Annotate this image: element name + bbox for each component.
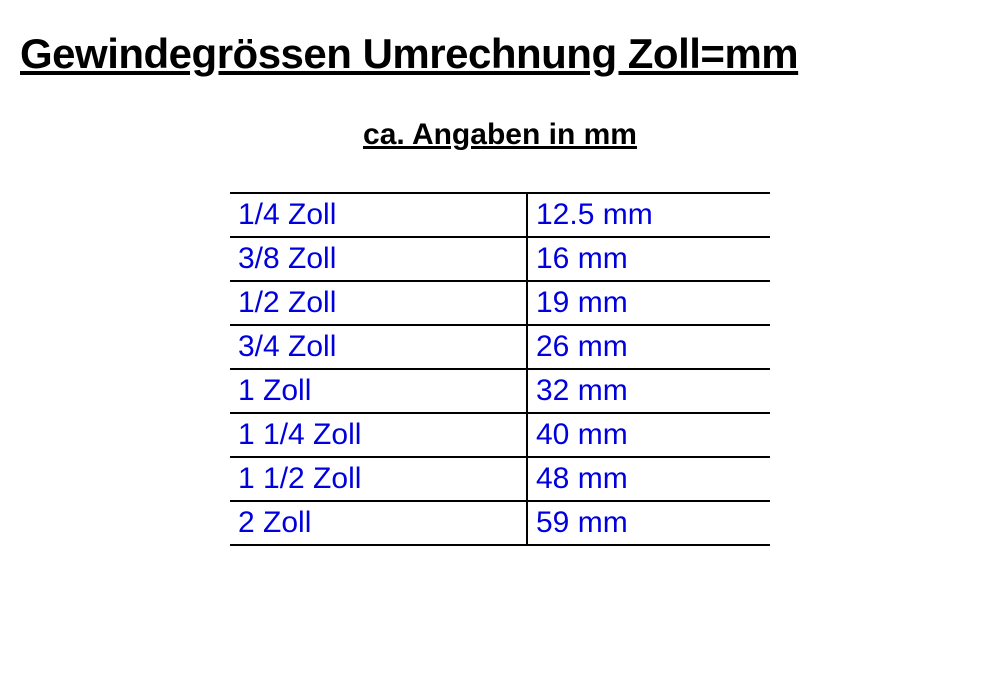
mm-cell: 48 mm	[527, 457, 770, 501]
mm-cell: 19 mm	[527, 281, 770, 325]
zoll-cell: 3/8 Zoll	[230, 237, 527, 281]
mm-cell: 59 mm	[527, 501, 770, 545]
zoll-cell: 1 1/2 Zoll	[230, 457, 527, 501]
zoll-cell: 2 Zoll	[230, 501, 527, 545]
mm-cell: 12.5 mm	[527, 193, 770, 237]
zoll-cell: 1/2 Zoll	[230, 281, 527, 325]
table-row: 2 Zoll 59 mm	[230, 501, 770, 545]
mm-cell: 32 mm	[527, 369, 770, 413]
mm-cell: 26 mm	[527, 325, 770, 369]
table-row: 1/2 Zoll 19 mm	[230, 281, 770, 325]
mm-cell: 16 mm	[527, 237, 770, 281]
mm-cell: 40 mm	[527, 413, 770, 457]
table-row: 3/8 Zoll 16 mm	[230, 237, 770, 281]
zoll-cell: 3/4 Zoll	[230, 325, 527, 369]
page-subtitle: ca. Angaben in mm	[20, 118, 980, 152]
zoll-cell: 1 1/4 Zoll	[230, 413, 527, 457]
table-row: 1 1/4 Zoll 40 mm	[230, 413, 770, 457]
table-row: 1/4 Zoll 12.5 mm	[230, 193, 770, 237]
table-row: 1 1/2 Zoll 48 mm	[230, 457, 770, 501]
conversion-table-container: 1/4 Zoll 12.5 mm 3/8 Zoll 16 mm 1/2 Zoll…	[20, 192, 980, 546]
page-title: Gewindegrössen Umrechnung Zoll=mm	[20, 30, 980, 78]
zoll-cell: 1/4 Zoll	[230, 193, 527, 237]
table-row: 1 Zoll 32 mm	[230, 369, 770, 413]
table-row: 3/4 Zoll 26 mm	[230, 325, 770, 369]
conversion-table: 1/4 Zoll 12.5 mm 3/8 Zoll 16 mm 1/2 Zoll…	[230, 192, 770, 546]
zoll-cell: 1 Zoll	[230, 369, 527, 413]
